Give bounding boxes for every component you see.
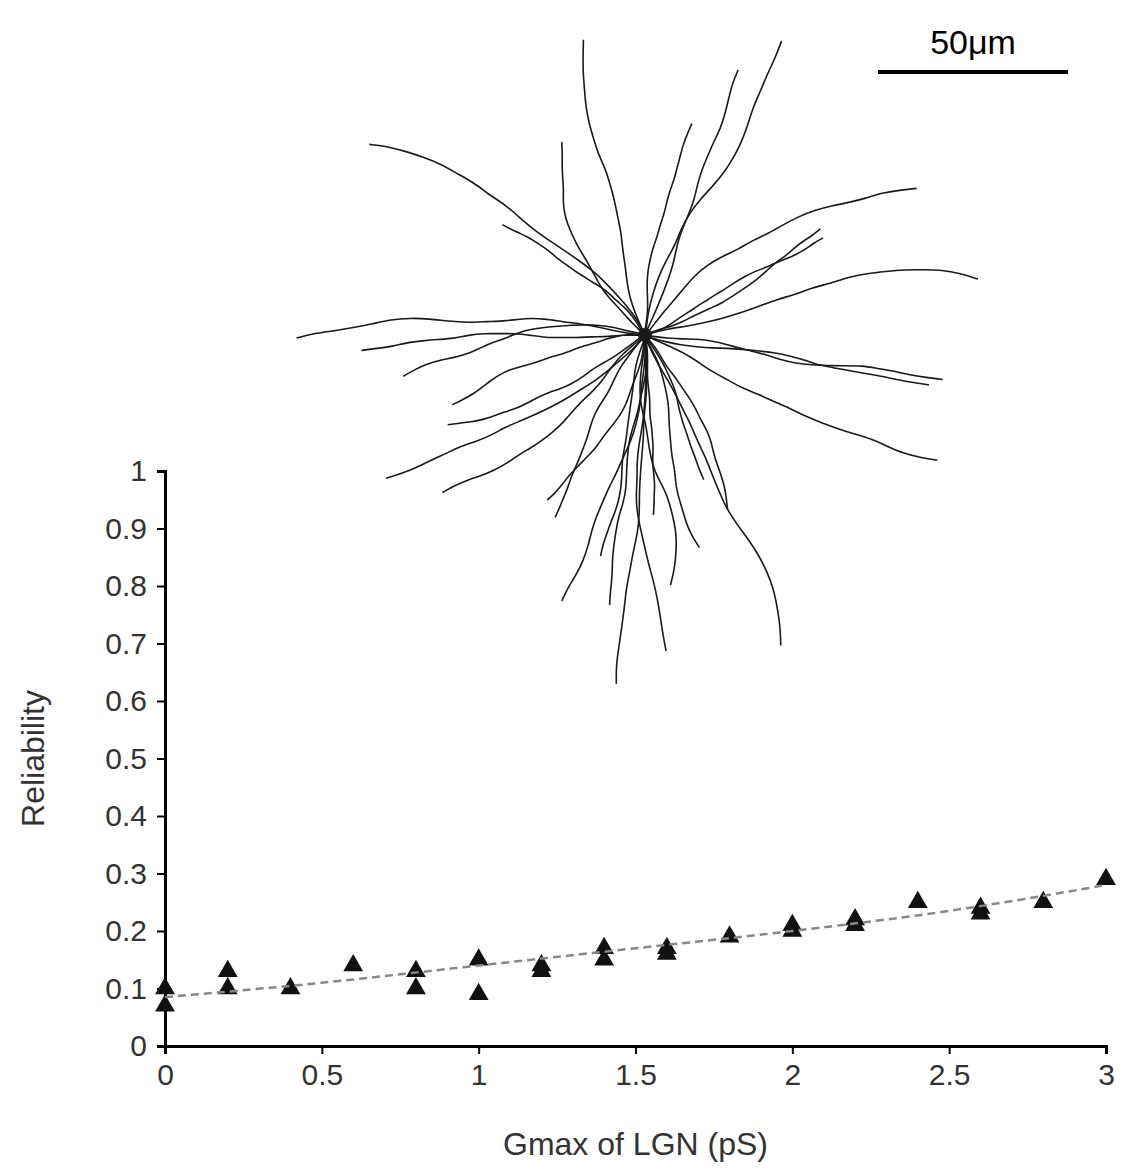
tick: 0.5 <box>301 1046 343 1091</box>
tick-mark <box>635 1046 637 1054</box>
tick: 0.8 <box>105 569 165 602</box>
tick-mark <box>1106 1046 1108 1054</box>
tick: 0.4 <box>105 799 165 832</box>
tick-mark <box>157 816 165 818</box>
tick-mark <box>157 471 165 473</box>
data-point <box>218 960 238 977</box>
dendrite <box>369 144 642 329</box>
dendrite <box>640 341 676 585</box>
data-point <box>469 983 489 1000</box>
tick-label: 1.5 <box>615 1058 657 1091</box>
dendrite <box>562 142 641 331</box>
data-point <box>155 977 175 994</box>
tick-label: 0.7 <box>105 627 147 660</box>
dendrite <box>651 238 823 334</box>
dendrite <box>452 334 639 404</box>
tick-label: 0.5 <box>105 742 147 775</box>
tick-mark <box>157 643 165 645</box>
neuron-drawing <box>297 40 978 684</box>
tick-label: 2.5 <box>929 1058 971 1091</box>
tick-mark <box>157 586 165 588</box>
tick: 2.5 <box>929 1046 971 1091</box>
tick-label: 3 <box>1098 1058 1115 1091</box>
dendrite <box>651 270 978 333</box>
tick: 0.9 <box>105 512 165 545</box>
tick: 1.5 <box>615 1046 657 1091</box>
dendrite <box>502 225 641 331</box>
tick-label: 0.4 <box>105 799 147 832</box>
dendrite <box>583 40 642 330</box>
y-axis-title: Reliability <box>15 690 51 827</box>
tick-label: 0.5 <box>301 1058 343 1091</box>
tick: 0.2 <box>105 914 165 947</box>
tick: 0.3 <box>105 857 165 890</box>
tick-label: 0.9 <box>105 512 147 545</box>
dendrite <box>650 338 929 385</box>
dendrite <box>650 229 820 333</box>
tick: 0.5 <box>105 742 165 775</box>
tick-label: 1 <box>130 454 147 487</box>
tick: 0.1 <box>105 972 165 1005</box>
data-point <box>531 960 551 977</box>
data-point <box>469 948 489 965</box>
tick: 1 <box>471 1046 488 1091</box>
tick-label: 0.6 <box>105 684 147 717</box>
tick-mark <box>478 1046 480 1054</box>
axis-line <box>157 472 166 1047</box>
tick-label: 0.8 <box>105 569 147 602</box>
tick-label: 0.3 <box>105 857 147 890</box>
scale-bar-label: 50μm <box>930 23 1016 61</box>
tick-mark <box>157 931 165 933</box>
data-point <box>406 960 426 977</box>
data-point <box>782 920 802 937</box>
dendrite <box>297 318 639 338</box>
trend-line <box>165 885 1106 997</box>
dendrite <box>647 70 738 330</box>
data-point <box>1096 868 1116 885</box>
dendrite <box>647 341 781 646</box>
dendrite <box>448 338 640 425</box>
tick: 1 <box>130 454 165 487</box>
x-axis: 0 0.5 1 1.5 2 2.5 3 <box>157 1046 1115 1091</box>
tick-label: 0.2 <box>105 914 147 947</box>
plot-area <box>155 868 1116 1012</box>
dendrite <box>648 340 704 479</box>
data-point <box>343 954 363 971</box>
x-axis-title: Gmax of LGN (pS) <box>503 1126 768 1162</box>
tick-mark <box>157 528 165 530</box>
tick-label: 0.1 <box>105 972 147 1005</box>
tick-mark <box>321 1046 323 1054</box>
scale-bar <box>878 70 1068 74</box>
dendrite <box>646 41 781 329</box>
tick: 0.6 <box>105 684 165 717</box>
data-point <box>406 977 426 994</box>
tick-mark <box>157 1046 165 1048</box>
tick-label: 2 <box>784 1058 801 1091</box>
tick: 3 <box>1098 1046 1115 1091</box>
dendrite <box>403 325 639 376</box>
axis-line <box>166 1047 1107 1055</box>
dendrite <box>616 341 647 684</box>
dendrite <box>547 341 644 500</box>
tick-mark <box>157 701 165 703</box>
chart: 50μm00.511.522.5300.10.20.30.40.50.60.70… <box>0 0 1126 1176</box>
tick-label: 0 <box>157 1058 174 1091</box>
tick: 0.7 <box>105 627 165 660</box>
tick: 0 <box>130 1029 165 1062</box>
tick-label: 0 <box>130 1029 147 1062</box>
tick: 2 <box>784 1046 801 1091</box>
dendrite <box>650 338 937 461</box>
tick-label: 1 <box>471 1058 488 1091</box>
tick-mark <box>792 1046 794 1054</box>
tick-mark <box>157 758 165 760</box>
soma <box>638 328 652 342</box>
dendrite <box>442 339 640 492</box>
data-point <box>908 891 928 908</box>
y-axis: 0 0.1 0.2 0.3 0.4 0.5 0.6 0.7 0.8 0.9 1 <box>105 454 165 1062</box>
tick-mark <box>949 1046 951 1054</box>
tick: 0 <box>157 1046 174 1091</box>
tick-mark <box>157 873 165 875</box>
